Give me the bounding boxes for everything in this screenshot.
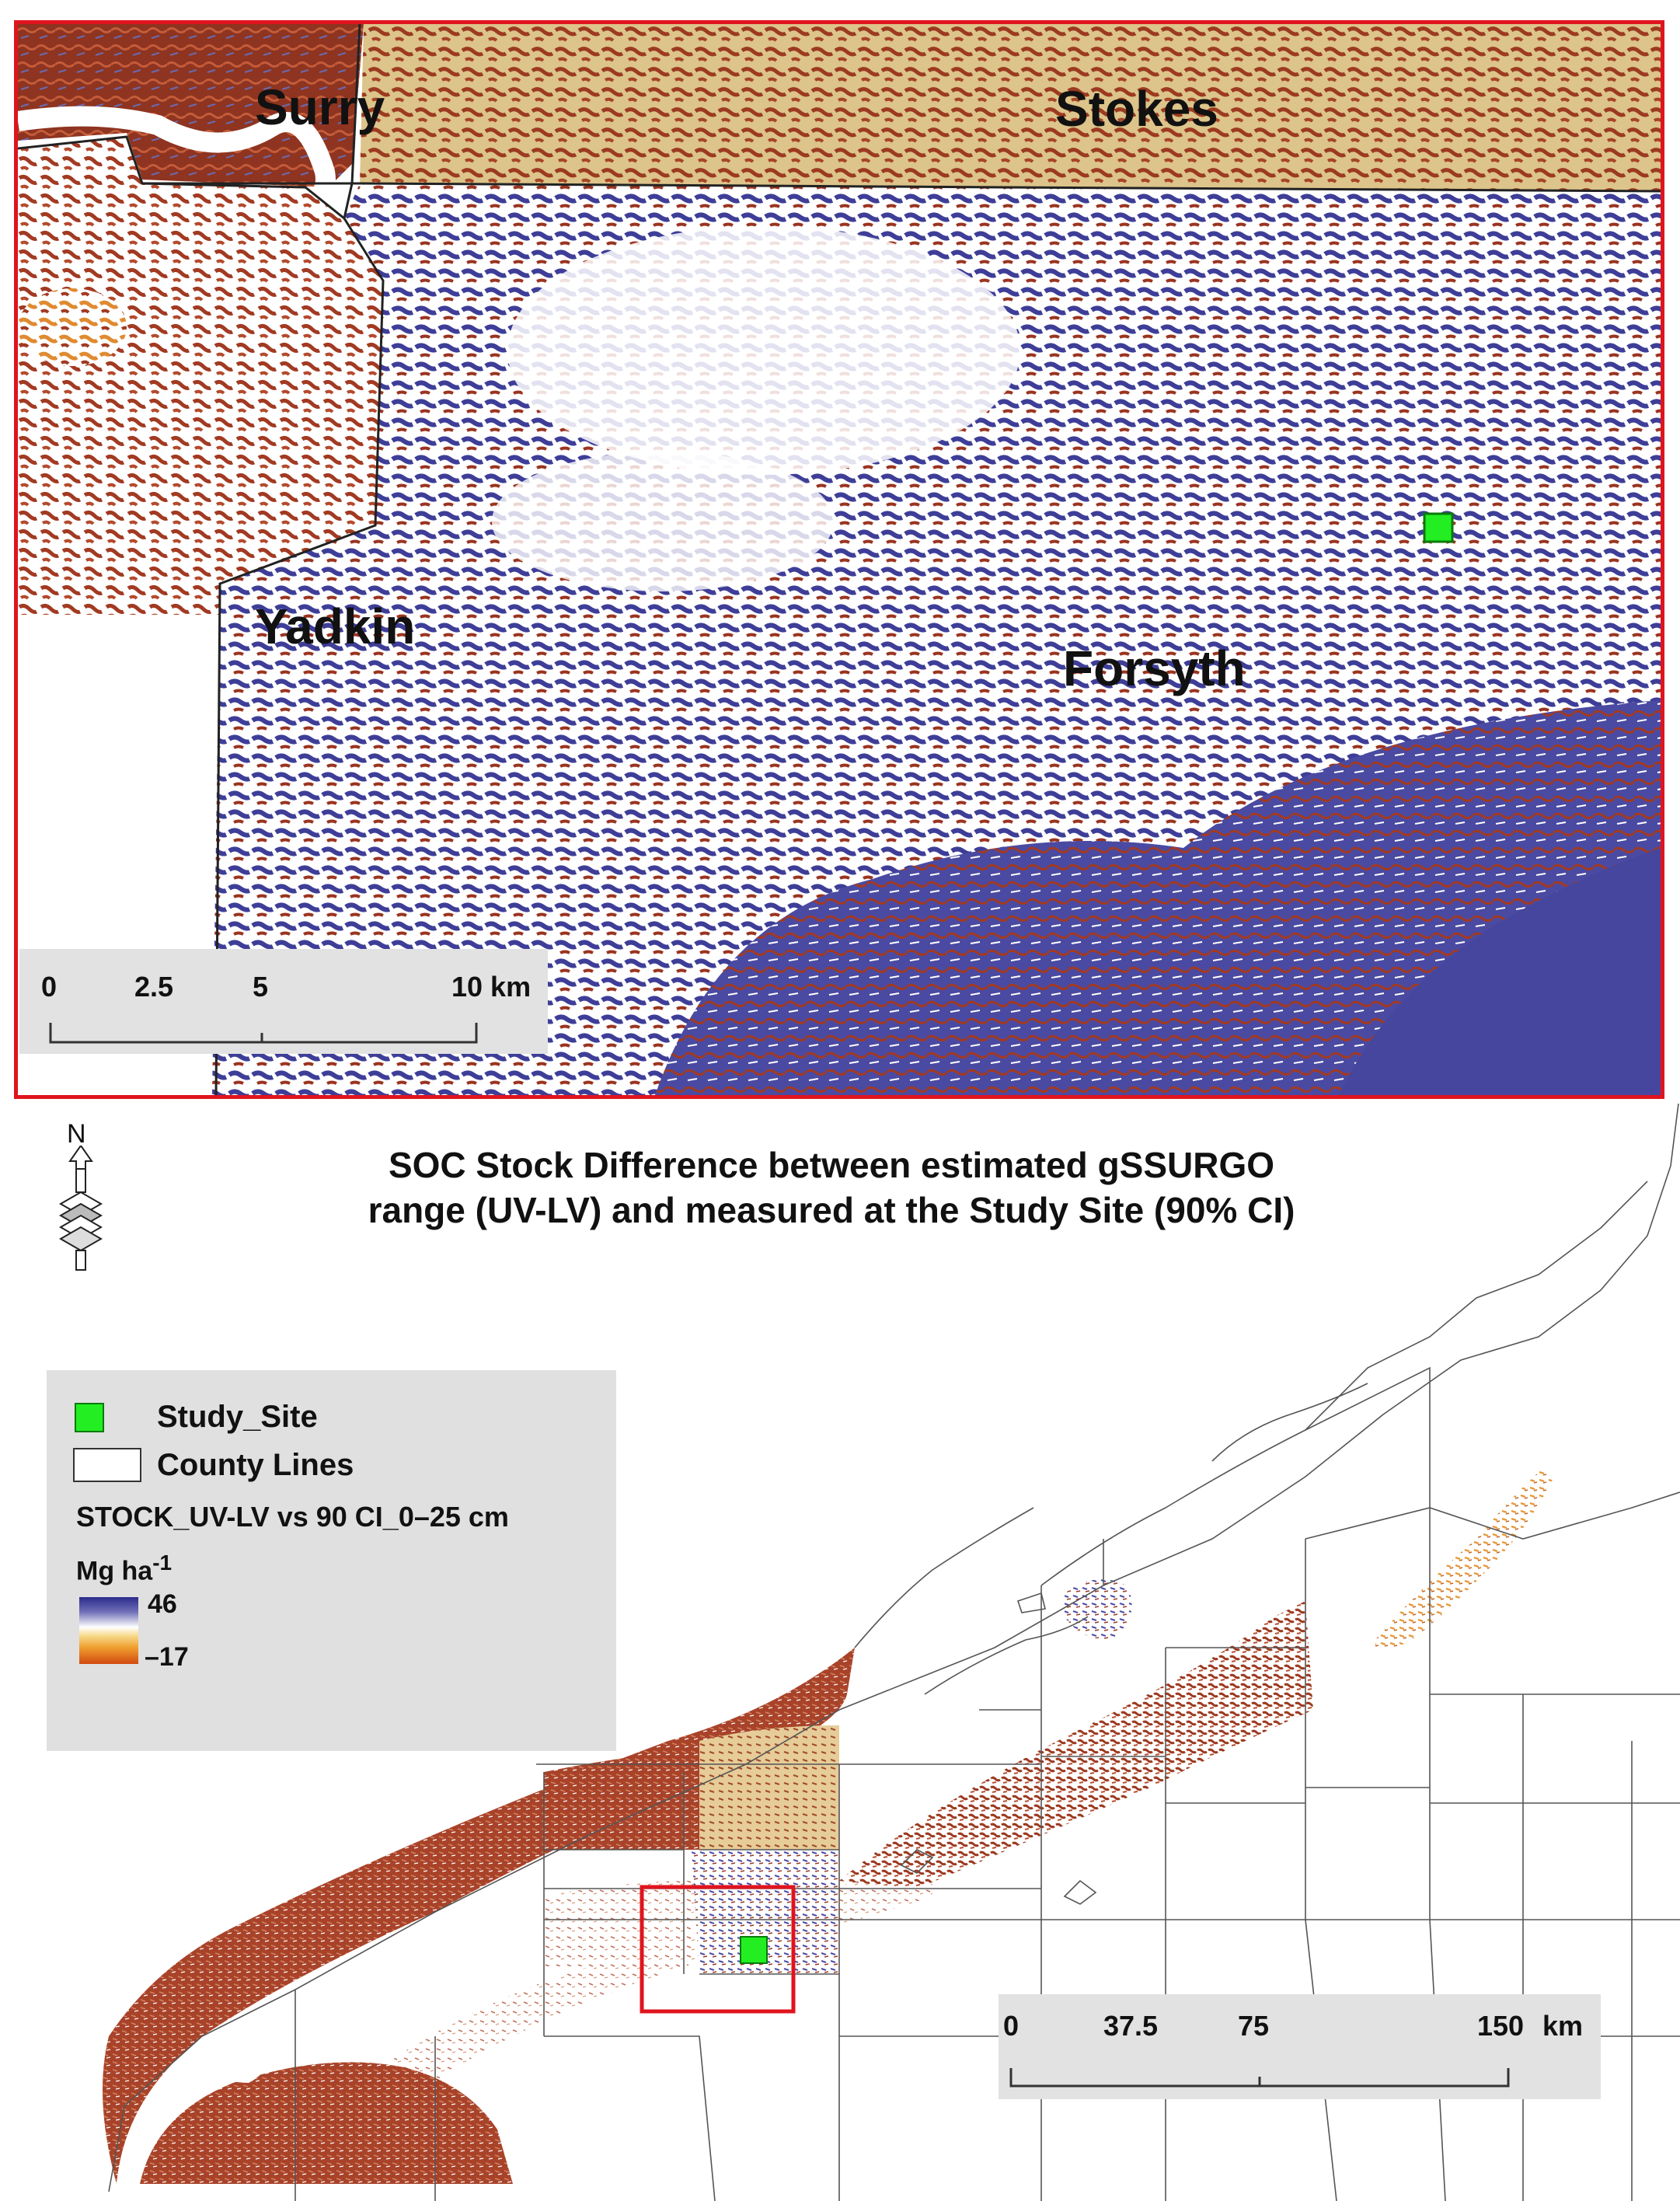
legend-label-study-site: Study_Site xyxy=(157,1400,318,1434)
map-title-line-1: SOC Stock Difference between estimated g… xyxy=(388,1145,1275,1185)
county-label-forsyth: Forsyth xyxy=(1063,640,1246,696)
overview-map-panel: SOC Stock Difference between estimated g… xyxy=(0,1104,1680,2201)
river xyxy=(18,106,336,211)
overview-scale-tick-150: 150 xyxy=(1477,2010,1525,2042)
soil-surry-region xyxy=(544,1749,699,1850)
legend-label-county-lines: County Lines xyxy=(157,1448,354,1482)
inset-scale-tick-0: 0 xyxy=(41,971,58,1003)
legend-ramp-min: –17 xyxy=(145,1642,189,1672)
overview-scale-tick-75: 75 xyxy=(1238,2010,1270,2042)
legend-unit-base: Mg ha xyxy=(76,1556,153,1586)
inset-map-panel: Surry Stokes Yadkin Forsyth 0 2.5 5 10 k… xyxy=(14,20,1664,1099)
county-label-surry: Surry xyxy=(255,79,385,135)
legend-unit-exponent: -1 xyxy=(152,1550,173,1575)
soil-forsyth-region xyxy=(692,1850,839,1974)
map-legend: Study_Site County Lines STOCK_UV-LV vs 9… xyxy=(47,1370,616,1751)
inset-map-canvas xyxy=(18,24,1661,1095)
north-arrow-icon: N xyxy=(54,1119,109,1290)
overview-scale-tick-37-5: 37.5 xyxy=(1103,2010,1159,2042)
soil-belt-east xyxy=(839,1601,1313,1889)
soil-northeast-orange-band xyxy=(1375,1469,1554,1650)
county-label-stokes: Stokes xyxy=(1055,81,1218,137)
north-arrow-label: N xyxy=(67,1119,86,1149)
map-title-line-2: range (UV-LV) and measured at the Study … xyxy=(368,1190,1295,1230)
overview-study-site-marker xyxy=(740,1936,768,1964)
north-arrow-graphic xyxy=(58,1146,103,1271)
yadkin-soil-area xyxy=(18,137,383,615)
legend-swatch-study-site xyxy=(75,1403,104,1432)
soil-stokes-region xyxy=(699,1725,839,1850)
inset-scale-bar: 0 2.5 5 10 km xyxy=(19,949,548,1054)
legend-swatch-county-lines xyxy=(73,1448,141,1482)
stokes-soil-area xyxy=(360,24,1661,191)
inset-county-lines xyxy=(18,24,1661,1095)
study-site-marker xyxy=(1423,512,1454,543)
soil-southwest-region xyxy=(140,2062,513,2184)
surry-soil-area xyxy=(18,24,364,187)
overview-scale-tick-0: 0 xyxy=(1003,2010,1020,2042)
inset-scale-tick-5: 5 xyxy=(253,971,269,1003)
inset-scale-tick-2-5: 2.5 xyxy=(134,971,174,1003)
soil-yadkin-region xyxy=(544,1881,699,1966)
soil-north-blue-patch xyxy=(1065,1579,1132,1640)
legend-layer-name: STOCK_UV-LV vs 90 CI_0–25 cm xyxy=(76,1501,509,1533)
legend-ramp-max: 46 xyxy=(148,1589,177,1619)
county-label-yadkin: Yadkin xyxy=(255,598,416,654)
overview-map-canvas xyxy=(103,1104,1680,2201)
inset-scale-tick-10km: 10 km xyxy=(451,971,532,1003)
map-title: SOC Stock Difference between estimated g… xyxy=(288,1142,1375,1233)
legend-unit: Mg ha-1 xyxy=(76,1550,172,1586)
overview-scale-bar: 0 37.5 75 150 km xyxy=(999,1994,1601,2099)
inset-scale-bar-line xyxy=(49,1023,478,1044)
inset-locator-box xyxy=(640,1885,796,2014)
overview-scale-unit-km: km xyxy=(1542,2010,1584,2042)
overview-scale-bar-line xyxy=(1009,2068,1510,2088)
legend-color-ramp xyxy=(79,1597,138,1664)
